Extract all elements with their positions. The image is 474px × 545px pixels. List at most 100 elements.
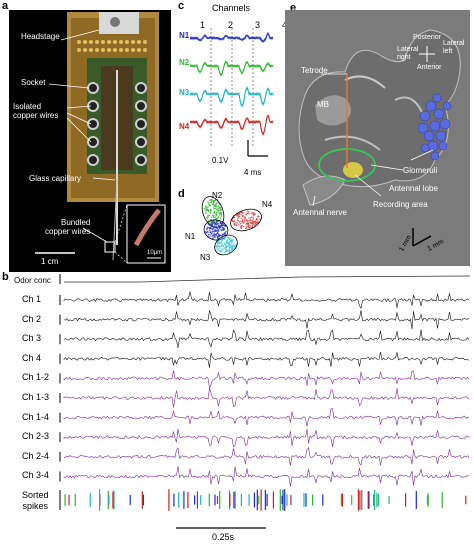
cluster-point: [218, 230, 220, 233]
cluster-point: [251, 212, 254, 214]
cluster-point: [246, 212, 248, 215]
cluster-point: [206, 210, 208, 212]
scale-time: 4 ms: [244, 168, 262, 177]
cluster-point: [248, 213, 250, 215]
cluster-point: [213, 226, 215, 228]
cluster-point: [241, 219, 244, 221]
cluster-point: [213, 211, 216, 214]
cluster-point: [230, 242, 232, 245]
cluster-point: [239, 223, 242, 225]
cluster-point: [213, 210, 215, 212]
channel-trace: [63, 447, 470, 466]
cluster-point: [217, 215, 219, 218]
label-bundled-wires: Bundled copper wires: [45, 218, 91, 236]
cluster-point: [218, 214, 221, 216]
cluster-point: [242, 225, 245, 228]
cluster-label-n1: N1: [185, 232, 196, 241]
cluster-point: [251, 222, 253, 225]
channel-label: Ch 3: [22, 333, 42, 344]
cluster-n2: [203, 198, 223, 227]
cluster-point: [219, 207, 222, 209]
label-mb: MB: [317, 100, 329, 109]
panel-letter-e: e: [290, 2, 297, 14]
cluster-point: [243, 212, 245, 214]
cluster-point: [228, 245, 230, 247]
cluster-point: [206, 232, 208, 234]
cluster-point: [220, 249, 222, 252]
cluster-point: [213, 216, 215, 219]
cluster-point: [218, 241, 220, 244]
channel-trace: [63, 370, 470, 389]
channel-num-1: 1: [200, 20, 206, 30]
cluster-point: [248, 223, 250, 225]
cluster-point: [253, 224, 255, 226]
cluster-point: [256, 221, 259, 223]
cluster-point: [223, 238, 226, 240]
cluster-point: [218, 205, 220, 207]
cluster-point: [206, 228, 208, 231]
cluster-point: [255, 221, 258, 223]
cluster-point: [228, 243, 230, 246]
odor-conc-trace: [64, 275, 471, 283]
cluster-point: [207, 206, 209, 208]
cluster-point: [220, 245, 222, 248]
cluster-point: [211, 214, 214, 217]
cluster-point: [231, 242, 233, 244]
cluster-point: [229, 249, 231, 251]
cluster-point: [228, 237, 230, 239]
label-lateral-right: Lateral right: [397, 46, 419, 61]
cluster-point: [211, 221, 213, 224]
cluster-point: [251, 224, 254, 227]
cluster-point: [209, 234, 211, 236]
cluster-point: [207, 201, 209, 204]
cluster-point: [210, 209, 212, 212]
cluster-point: [215, 218, 218, 220]
label-socket: Socket: [21, 78, 46, 87]
cluster-point: [211, 221, 214, 223]
cluster-point: [224, 236, 227, 238]
cluster-point: [224, 251, 226, 254]
cluster-point: [233, 222, 235, 224]
cluster-point: [239, 212, 241, 214]
cluster-point: [240, 226, 243, 228]
cluster-point: [253, 221, 256, 223]
channel-label: Ch 3-4: [22, 470, 50, 481]
cluster-point: [217, 232, 219, 234]
device-photo: [35, 12, 166, 264]
label-glass-capillary: Glass capillary: [29, 174, 82, 183]
cluster-point: [235, 243, 237, 246]
cluster-outline: [203, 219, 229, 241]
cluster-point: [218, 223, 220, 225]
cluster-point: [215, 202, 217, 205]
panel-letter-c: c: [178, 0, 185, 12]
cluster-point: [220, 213, 222, 215]
cluster-point: [249, 217, 252, 219]
cluster-point: [211, 223, 213, 226]
cluster-point: [215, 230, 217, 233]
cluster-point: [213, 231, 215, 233]
cluster-point: [251, 220, 253, 222]
cluster-point: [210, 218, 212, 221]
cluster-point: [219, 208, 222, 211]
cluster-point: [222, 223, 225, 225]
cluster-point: [241, 222, 243, 224]
cluster-point: [208, 210, 210, 213]
cluster-point: [211, 225, 213, 227]
cluster-point: [209, 236, 211, 238]
label-anterior: Anterior: [417, 64, 442, 71]
cluster-point: [216, 220, 218, 222]
cluster-point: [223, 227, 225, 229]
cluster-point: [225, 249, 227, 251]
cluster-point: [221, 234, 224, 236]
neuron-label-n2: N2: [179, 58, 190, 67]
brain-render: [298, 29, 461, 247]
cluster-point: [214, 204, 217, 206]
cluster-point: [247, 225, 250, 227]
cluster-point: [221, 238, 223, 241]
waveform-trace-n4: [189, 113, 274, 136]
cluster-point: [215, 223, 218, 226]
cluster-point: [223, 228, 226, 231]
cluster-point: [221, 224, 224, 227]
cluster-point: [215, 245, 218, 247]
cluster-point: [244, 217, 247, 219]
